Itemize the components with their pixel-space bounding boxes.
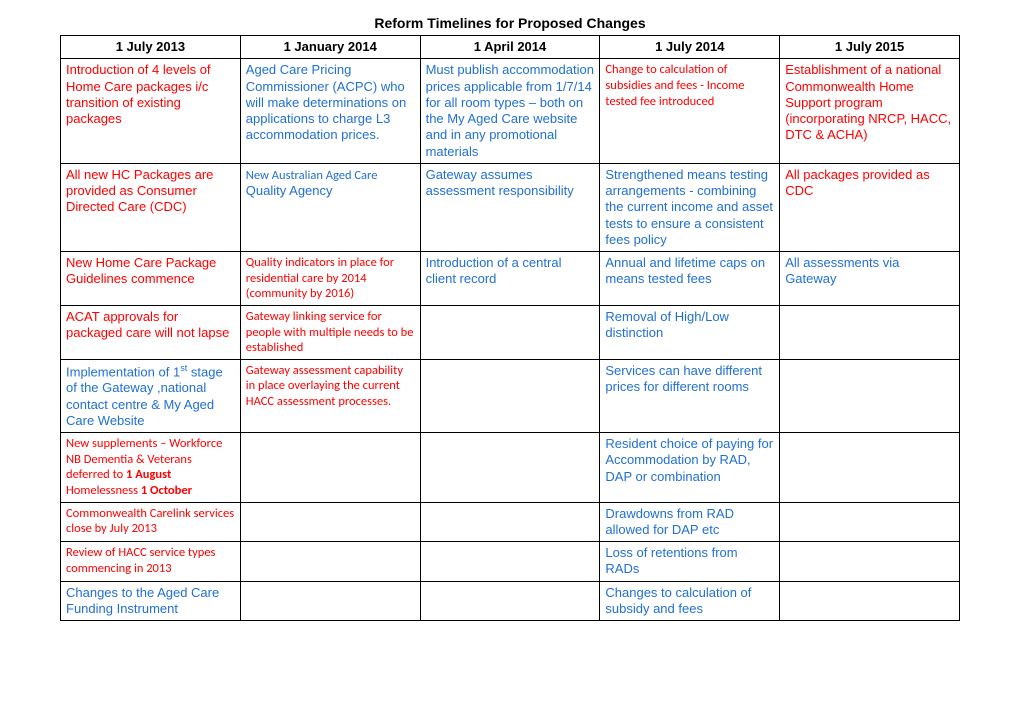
table-cell: Implementation of 1st stage of the Gatew… <box>61 359 241 432</box>
table-cell <box>780 359 960 432</box>
table-cell: Introduction of a central client record <box>420 252 600 306</box>
table-cell: Change to calculation of subsidies and f… <box>600 59 780 164</box>
table-cell: Aged Care Pricing Commissioner (ACPC) wh… <box>240 59 420 164</box>
table-cell: Services can have different prices for d… <box>600 359 780 432</box>
table-cell: Annual and lifetime caps on means tested… <box>600 252 780 306</box>
table-cell: All packages provided as CDC <box>780 163 960 251</box>
table-cell: All assessments via Gateway <box>780 252 960 306</box>
table-cell <box>420 542 600 582</box>
col-header: 1 July 2015 <box>780 36 960 59</box>
table-cell: Changes to calculation of subsidy and fe… <box>600 581 780 621</box>
col-header: 1 January 2014 <box>240 36 420 59</box>
table-cell: Commonwealth Carelink services close by … <box>61 502 241 542</box>
table-cell: Drawdowns from RAD allowed for DAP etc <box>600 502 780 542</box>
table-cell <box>780 502 960 542</box>
table-row: All new HC Packages are provided as Cons… <box>61 163 960 251</box>
table-cell: Resident choice of paying for Accommodat… <box>600 433 780 503</box>
table-row: Introduction of 4 levels of Home Care pa… <box>61 59 960 164</box>
table-cell: ACAT approvals for packaged care will no… <box>61 305 241 359</box>
table-row: Review of HACC service types commencing … <box>61 542 960 582</box>
table-cell <box>780 581 960 621</box>
reform-timeline-table: 1 July 2013 1 January 2014 1 April 2014 … <box>60 35 960 621</box>
table-cell <box>420 433 600 503</box>
table-cell: Establishment of a national Commonwealth… <box>780 59 960 164</box>
header-row: 1 July 2013 1 January 2014 1 April 2014 … <box>61 36 960 59</box>
page-title: Reform Timelines for Proposed Changes <box>60 15 960 31</box>
table-cell: Must publish accommodation prices applic… <box>420 59 600 164</box>
table-cell <box>780 305 960 359</box>
table-row: Implementation of 1st stage of the Gatew… <box>61 359 960 432</box>
table-cell: All new HC Packages are provided as Cons… <box>61 163 241 251</box>
table-cell <box>420 305 600 359</box>
table-cell: Gateway assessment capability in place o… <box>240 359 420 432</box>
table-row: Changes to the Aged Care Funding Instrum… <box>61 581 960 621</box>
table-cell: New Australian Aged CareQuality Agency <box>240 163 420 251</box>
table-cell <box>420 502 600 542</box>
table-cell <box>240 581 420 621</box>
table-cell <box>420 359 600 432</box>
col-header: 1 July 2013 <box>61 36 241 59</box>
table-cell: Strengthened means testing arrangements … <box>600 163 780 251</box>
table-cell: Quality indicators in place for resident… <box>240 252 420 306</box>
table-cell: Gateway linking service for people with … <box>240 305 420 359</box>
table-row: Commonwealth Carelink services close by … <box>61 502 960 542</box>
table-cell <box>240 542 420 582</box>
table-cell <box>240 433 420 503</box>
table-row: New supplements – WorkforceNB Dementia &… <box>61 433 960 503</box>
table-cell: Introduction of 4 levels of Home Care pa… <box>61 59 241 164</box>
table-cell: New Home Care Package Guidelines commenc… <box>61 252 241 306</box>
col-header: 1 April 2014 <box>420 36 600 59</box>
table-cell <box>240 502 420 542</box>
table-row: New Home Care Package Guidelines commenc… <box>61 252 960 306</box>
table-cell <box>780 433 960 503</box>
table-row: ACAT approvals for packaged care will no… <box>61 305 960 359</box>
table-cell: Review of HACC service types commencing … <box>61 542 241 582</box>
table-cell: New supplements – WorkforceNB Dementia &… <box>61 433 241 503</box>
table-cell: Gateway assumes assessment responsibilit… <box>420 163 600 251</box>
table-cell <box>780 542 960 582</box>
table-cell: Changes to the Aged Care Funding Instrum… <box>61 581 241 621</box>
table-cell <box>420 581 600 621</box>
table-cell: Loss of retentions from RADs <box>600 542 780 582</box>
table-cell: Removal of High/Low distinction <box>600 305 780 359</box>
col-header: 1 July 2014 <box>600 36 780 59</box>
